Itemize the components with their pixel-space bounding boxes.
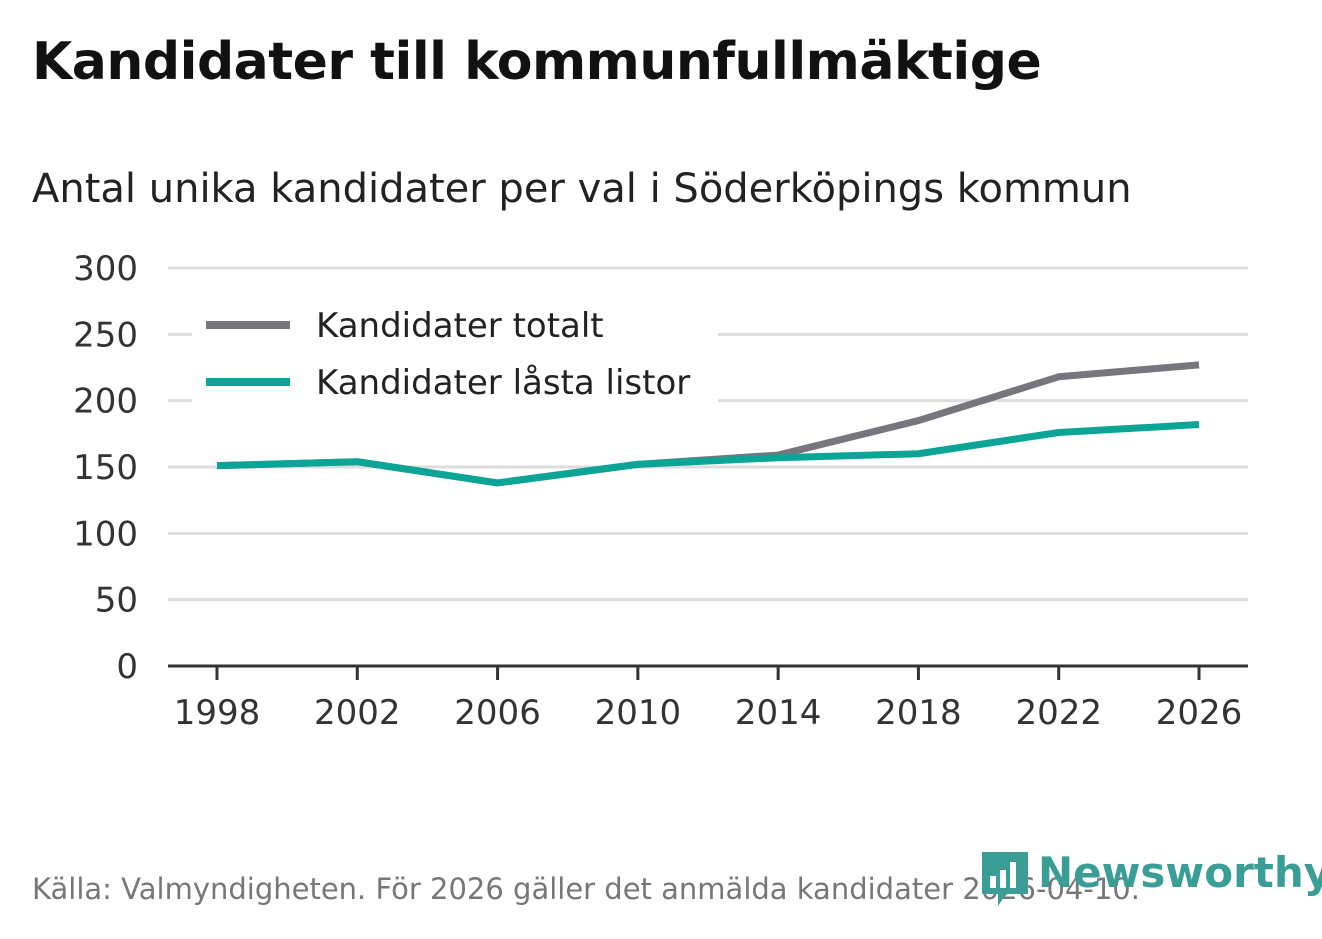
- y-tick-label: 300: [73, 249, 138, 289]
- y-tick-label: 250: [73, 315, 138, 355]
- y-axis-ticks: 0 50 100 150 200 250 300: [73, 249, 138, 687]
- x-tick-label: 2002: [314, 693, 401, 733]
- source-note: Källa: Valmyndigheten. För 2026 gäller d…: [32, 872, 1140, 906]
- line-chart: 0 50 100 150 200 250 300 Kandidater totalt Kan…: [73, 249, 1248, 733]
- y-tick-label: 0: [116, 647, 138, 687]
- chart-title: Kandidater till kommunfullmäktige: [32, 32, 1042, 92]
- brand-name: Newsworthy: [1038, 848, 1322, 897]
- x-axis: 1998 2002 2006 2010 2014 2018 2022 2026: [168, 664, 1248, 733]
- x-tick-label: 2018: [875, 693, 962, 733]
- y-tick-label: 100: [73, 514, 138, 554]
- x-tick-label: 2026: [1156, 693, 1243, 733]
- x-tick-label: 2006: [454, 693, 541, 733]
- y-tick-label: 150: [73, 448, 138, 488]
- chart-subtitle: Antal unika kandidater per val i Söderkö…: [32, 166, 1132, 212]
- legend: Kandidater totalt Kandidater låsta listo…: [192, 296, 718, 404]
- x-tick-label: 2010: [595, 693, 682, 733]
- legend-label-total: Kandidater totalt: [316, 306, 604, 346]
- y-tick-label: 200: [73, 382, 138, 422]
- brand-logo[interactable]: Newsworthy: [980, 850, 1322, 908]
- series-lines: [216, 361, 1200, 487]
- legend-label-locked: Kandidater låsta listor: [316, 363, 690, 403]
- newsworthy-logo-icon: [982, 852, 1028, 906]
- x-tick-label: 2022: [1015, 693, 1102, 733]
- series-line-locked: [216, 421, 1200, 487]
- x-tick-label: 2014: [735, 693, 822, 733]
- x-tick-label: 1998: [174, 693, 261, 733]
- y-tick-label: 50: [95, 581, 138, 621]
